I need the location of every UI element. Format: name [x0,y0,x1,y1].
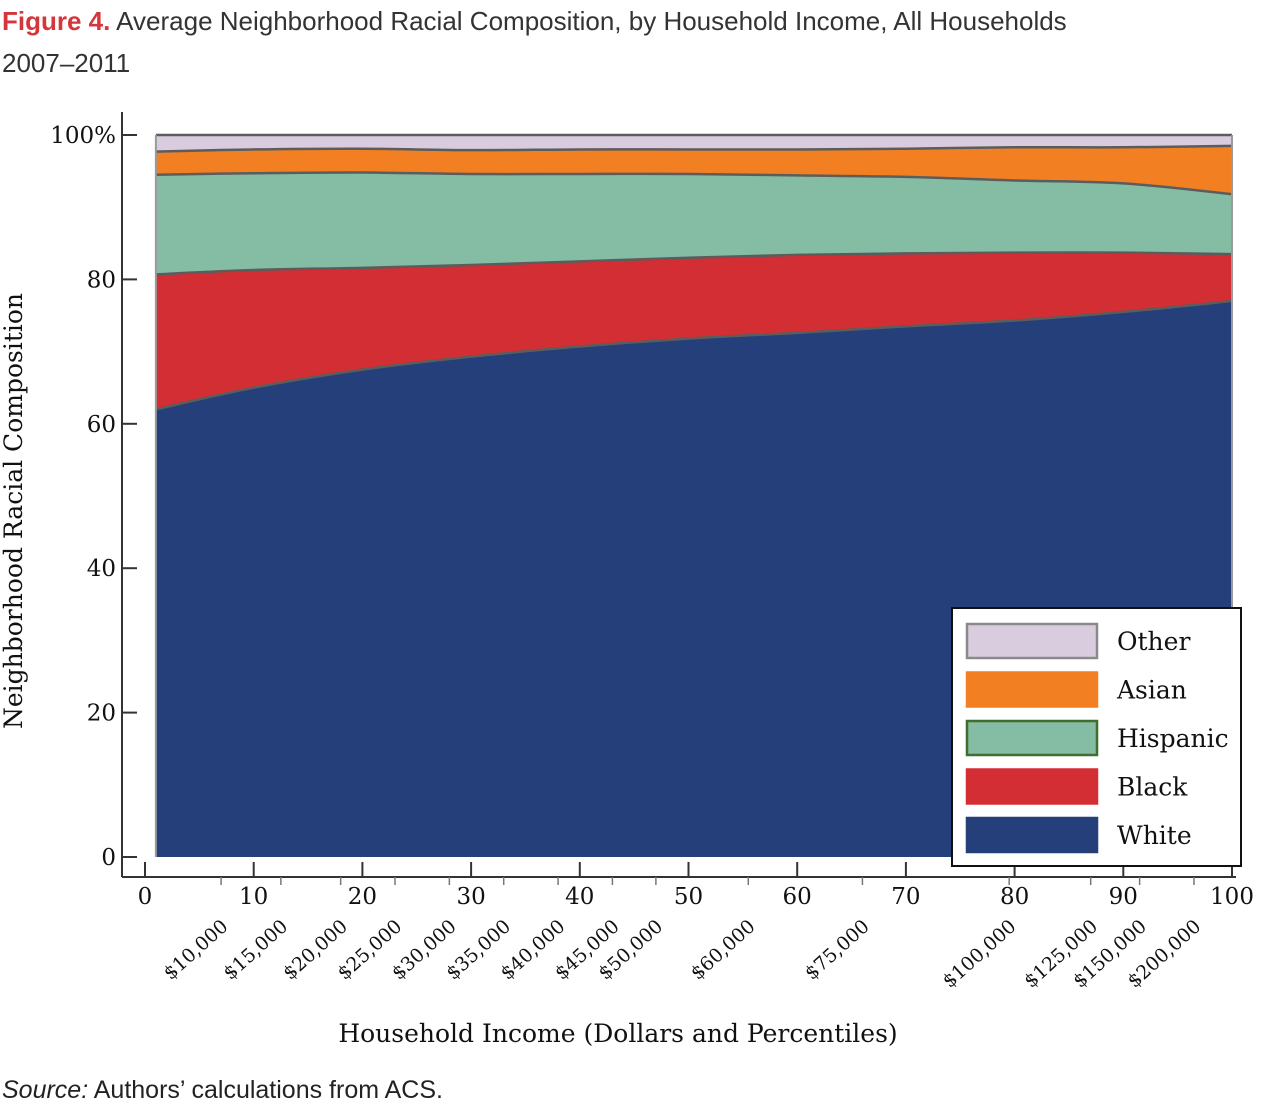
income-tick-label-15-000: $15,000 [219,915,292,984]
legend-swatch-black [965,768,1099,805]
y-axis-label: Neighborhood Racial Composition [0,293,28,729]
legend-label-hispanic: Hispanic [1117,724,1229,753]
income-tick-label-60-000: $60,000 [687,915,760,984]
x-tick-label-100: 100 [1210,884,1254,910]
source-text: Authors’ calculations from ACS. [93,1076,443,1104]
figure-title-text: Average Neighborhood Racial Composition,… [116,6,1067,36]
legend-swatch-hispanic [965,719,1099,757]
y-tick-label-60: 60 [87,412,116,438]
area-edge-hispanic [155,171,1233,196]
y-tick-label-80: 80 [87,267,116,293]
figure-title: Figure 4. Average Neighborhood Racial Co… [2,0,1278,84]
income-tick-label-100-000: $100,000 [938,915,1020,992]
x-tick-label-10: 10 [239,884,268,910]
legend-swatch-white [965,816,1099,854]
x-tick-label-90: 90 [1109,884,1138,910]
x-tick-label-70: 70 [891,884,920,910]
source-note: Source: Authors’ calculations from ACS. [2,1076,443,1105]
legend: Other Asian Hispanic Black White [951,607,1242,867]
area-edge-black [155,251,1233,276]
x-tick-label-60: 60 [783,884,812,910]
income-tick-label-10-000: $10,000 [159,915,232,984]
x-tick-label-20: 20 [348,884,377,910]
area-asian [155,145,1232,195]
legend-swatch-asian [965,671,1099,708]
y-tick-label-0: 0 [101,845,116,871]
figure-label: Figure 4. [2,6,111,36]
y-tick-label-20: 20 [87,701,116,727]
x-axis-label: Household Income (Dollars and Percentile… [338,1019,897,1048]
legend-swatch-other [965,622,1099,660]
legend-label-white: White [1117,821,1192,850]
area-edge-white [155,299,1233,411]
source-label: Source: [2,1076,89,1104]
figure-title-years: 2007–2011 [2,48,131,78]
area-hispanic [155,172,1232,275]
x-tick-label-0: 0 [138,884,153,910]
x-tick-label-30: 30 [456,884,485,910]
x-tick-label-80: 80 [1000,884,1029,910]
area-layers [154,133,1233,857]
x-tick-label-50: 50 [674,884,703,910]
y-tick-label-40: 40 [87,556,116,582]
legend-label-asian: Asian [1116,676,1187,705]
x-tick-label-40: 40 [565,884,594,910]
legend-label-black: Black [1117,773,1188,802]
y-tick-label-100: 100% [50,123,116,149]
legend-label-other: Other [1117,627,1190,656]
income-tick-label-75-000: $75,000 [801,915,874,984]
area-black [155,252,1232,410]
area-edge-asian [155,144,1233,153]
